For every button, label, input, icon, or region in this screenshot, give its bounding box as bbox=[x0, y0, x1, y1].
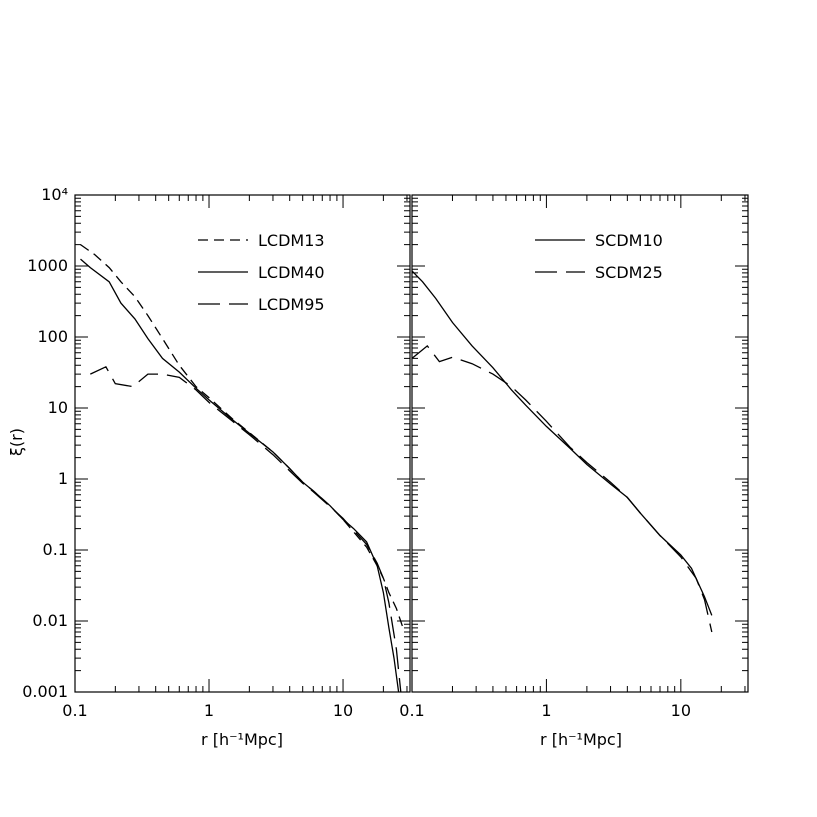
plot-frame bbox=[411, 194, 749, 693]
y-tick-label: 1 bbox=[58, 469, 68, 488]
x-tick-label: 1 bbox=[541, 701, 551, 720]
y-tick-label: 0.01 bbox=[32, 611, 68, 630]
legend-label-scdm10: SCDM10 bbox=[595, 231, 663, 250]
x-tick-label: 10 bbox=[671, 701, 691, 720]
y-axis-label: ξ(r) bbox=[7, 428, 26, 456]
left-panel: 0.1 1 10 0.001 0.01 0.1 1 10 100 1000 10⁴ LCDM13 LCD… bbox=[22, 185, 411, 720]
y-tick-label: 100 bbox=[37, 327, 68, 346]
y-tick-label: 10⁴ bbox=[41, 185, 68, 204]
y-tick-label: 0.001 bbox=[22, 682, 68, 701]
x-tick-label: 10 bbox=[333, 701, 353, 720]
plot-frame bbox=[74, 194, 411, 693]
series-line-lcdm95 bbox=[90, 365, 402, 692]
y-tick-label: 10 bbox=[48, 398, 68, 417]
series-line-scdm10 bbox=[412, 270, 713, 616]
x-tick-label: 0.1 bbox=[62, 701, 87, 720]
series-line-lcdm13 bbox=[80, 244, 404, 629]
x-axis-label-right: r [h⁻¹Mpc] bbox=[540, 730, 622, 749]
y-tick-label: 0.1 bbox=[43, 540, 68, 559]
x-tick-label: 0.1 bbox=[399, 701, 424, 720]
x-axis-label-left: r [h⁻¹Mpc] bbox=[201, 730, 283, 749]
legend-label-scdm25: SCDM25 bbox=[595, 263, 663, 282]
x-tick-label: 1 bbox=[204, 701, 214, 720]
series-line-scdm25 bbox=[412, 344, 713, 633]
legend-label-lcdm40: LCDM40 bbox=[258, 263, 325, 282]
right-panel: 0.1 1 10 SCDM10 SCDM25 bbox=[399, 194, 749, 720]
series-line-lcdm40 bbox=[80, 258, 400, 692]
legend-label-lcdm13: LCDM13 bbox=[258, 231, 325, 250]
legend-label-lcdm95: LCDM95 bbox=[258, 295, 325, 314]
y-tick-label: 1000 bbox=[27, 256, 68, 275]
